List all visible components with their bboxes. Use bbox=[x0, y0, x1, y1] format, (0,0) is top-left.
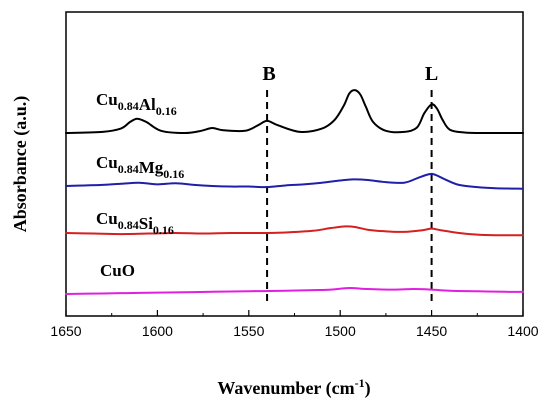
x-ticks: 1650 1600 1550 1500 1450 1400 bbox=[50, 310, 539, 339]
series-label-CuO: CuO bbox=[100, 261, 135, 280]
series-lines bbox=[65, 89, 524, 295]
x-tick-label-1600: 1600 bbox=[142, 323, 173, 339]
series-label-Cu0.84Mg0.16: Cu0.84Mg0.16 bbox=[96, 153, 184, 181]
x-tick-label-1450: 1450 bbox=[416, 323, 447, 339]
series-label-Cu0.84Si0.16: Cu0.84Si0.16 bbox=[96, 209, 174, 237]
series-labels: Cu0.84Al0.16 Cu0.84Mg0.16 Cu0.84Si0.16 CuO bbox=[96, 90, 184, 280]
series-line-Cu0.84Al0.16 bbox=[65, 89, 524, 135]
marker-label-L: L bbox=[425, 63, 438, 85]
series-label-Cu0.84Al0.16: Cu0.84Al0.16 bbox=[96, 90, 177, 118]
series-line-Cu0.84Mg0.16 bbox=[65, 172, 524, 190]
x-tick-label-1650: 1650 bbox=[50, 323, 81, 339]
y-axis-label: Absorbance (a.u.) bbox=[10, 96, 31, 233]
x-tick-label-1500: 1500 bbox=[325, 323, 356, 339]
marker-label-B: B bbox=[262, 63, 275, 85]
series-line-CuO bbox=[65, 286, 524, 295]
x-axis-label: Wavenumber (cm-1) bbox=[217, 376, 370, 399]
x-tick-label-1400: 1400 bbox=[507, 323, 538, 339]
series-line-Cu0.84Si0.16 bbox=[65, 225, 524, 237]
x-tick-label-1550: 1550 bbox=[233, 323, 264, 339]
